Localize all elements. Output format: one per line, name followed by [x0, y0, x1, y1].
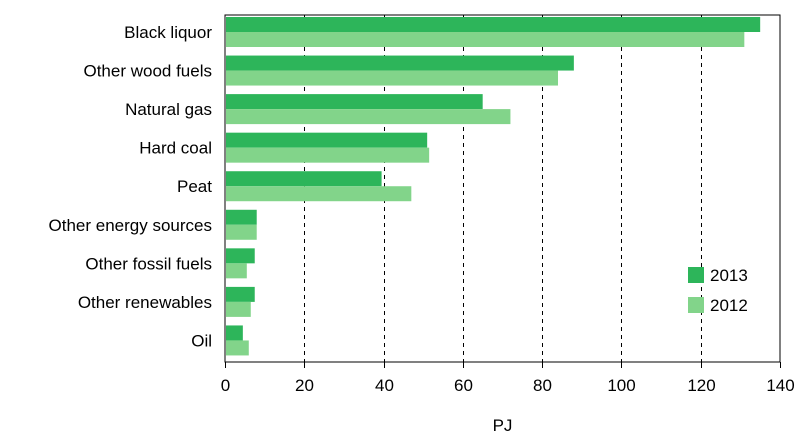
bar-2012 — [226, 109, 511, 125]
legend-swatch-2012 — [688, 297, 704, 313]
x-tick-label: 60 — [454, 376, 473, 395]
bar-2013 — [226, 171, 382, 187]
bar-2013 — [226, 248, 255, 264]
x-axis-ticks: 0 20 40 60 80 100 120 140 — [221, 362, 795, 395]
bar-2013 — [226, 55, 574, 71]
x-tick-label: 20 — [295, 376, 314, 395]
bars — [226, 17, 761, 356]
legend: 2013 2012 — [688, 266, 748, 315]
x-tick-label: 100 — [607, 376, 635, 395]
bar-2012 — [226, 340, 249, 356]
bar-2013 — [226, 94, 483, 110]
legend-swatch-2013 — [688, 267, 704, 283]
category-label: Other wood fuels — [83, 62, 212, 81]
x-tick-label: 0 — [221, 376, 230, 395]
legend-label-2013: 2013 — [710, 266, 748, 285]
x-tick-label: 80 — [533, 376, 552, 395]
bar-2012 — [226, 186, 412, 202]
bar-2012 — [226, 147, 430, 163]
plot-frame — [224, 14, 781, 363]
legend-label-2012: 2012 — [710, 296, 748, 315]
x-tick-label: 140 — [766, 376, 794, 395]
category-label: Peat — [177, 177, 212, 196]
category-label: Oil — [191, 331, 212, 350]
bar-2012 — [226, 70, 558, 86]
category-labels: Black liquor Other wood fuels Natural gas H… — [49, 23, 213, 350]
bar-2012 — [226, 224, 257, 240]
bar-2012 — [226, 32, 745, 47]
bar-2013 — [226, 325, 243, 341]
x-tick-label: 120 — [687, 376, 715, 395]
category-label: Other renewables — [78, 293, 212, 312]
category-label: Other energy sources — [49, 216, 212, 235]
x-axis-title: PJ — [493, 416, 513, 435]
category-label: Natural gas — [125, 100, 212, 119]
category-label: Black liquor — [124, 23, 212, 42]
bar-2013 — [226, 209, 257, 225]
x-tick-label: 40 — [375, 376, 394, 395]
bar-2012 — [226, 301, 251, 317]
bar-2013 — [226, 132, 428, 148]
bar-2013 — [226, 286, 255, 302]
bar-2013 — [226, 17, 761, 32]
bar-2012 — [226, 263, 247, 279]
category-label: Hard coal — [139, 139, 212, 158]
category-label: Other fossil fuels — [85, 254, 212, 273]
